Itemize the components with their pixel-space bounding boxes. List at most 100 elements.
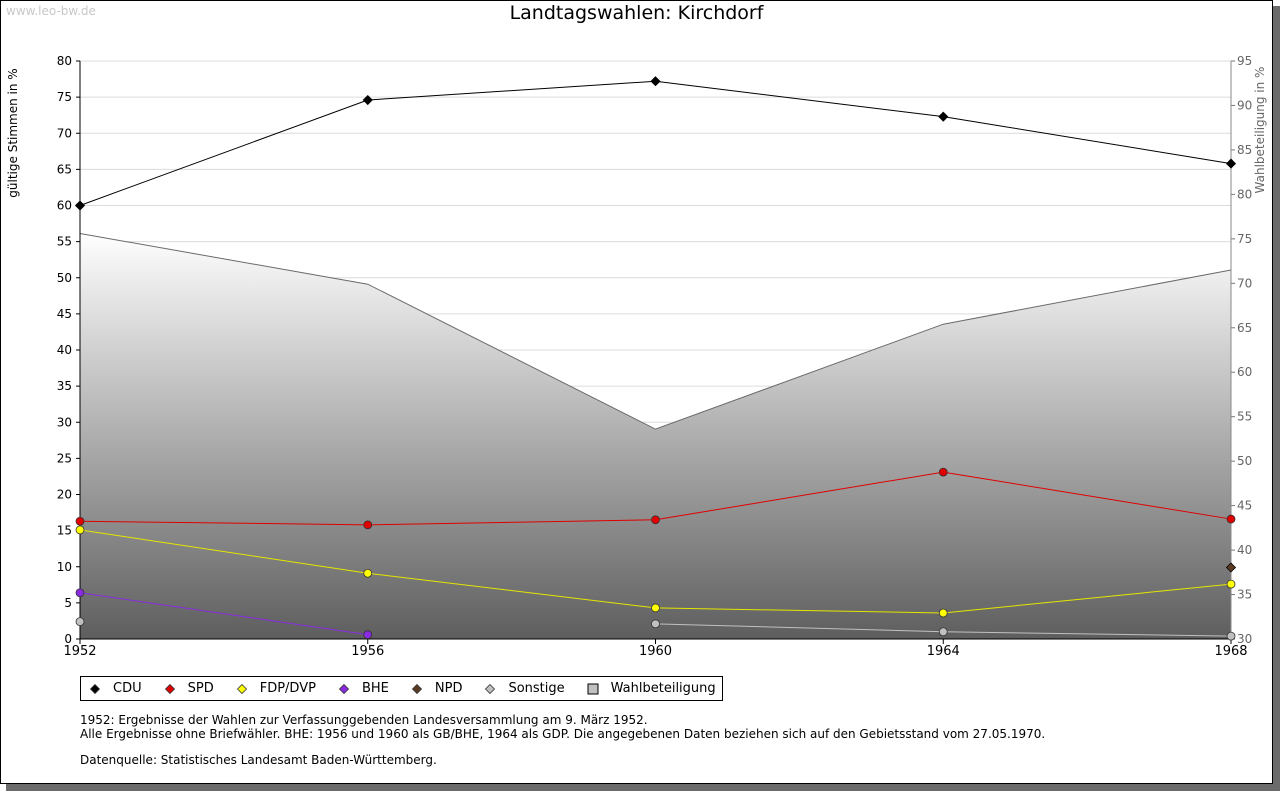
- series-line-spd: [367, 519, 656, 526]
- x-tick-label: 1960: [639, 644, 672, 659]
- series-line-spd: [79, 520, 368, 526]
- note-line-2: Alle Ergebnisse ohne Briefwähler. BHE: 1…: [80, 727, 1046, 741]
- chart-notes: 1952: Ergebnisse der Wahlen zur Verfassu…: [80, 713, 1045, 767]
- legend-label: FDP/DVP: [259, 681, 316, 696]
- y-tick-label: 80: [57, 54, 72, 68]
- y-right-tick-label: 65: [1237, 321, 1252, 335]
- series-line-fdp-dvp: [655, 607, 944, 614]
- marker-cdu: [362, 94, 373, 106]
- marker-spd: [651, 515, 660, 525]
- y-right-tick-label: 85: [1237, 143, 1252, 157]
- legend-symbol-fdp-dvp: [236, 683, 247, 694]
- marker-fdp-dvp: [1226, 579, 1236, 589]
- legend-label: BHE: [361, 681, 389, 696]
- marker-cdu: [74, 200, 86, 211]
- y-right-tick-label: 80: [1237, 187, 1252, 201]
- y-tick-label: 60: [57, 199, 72, 213]
- y-right-tick-label: 75: [1237, 232, 1252, 246]
- area-wahlbeteiligung: [80, 233, 1231, 639]
- legend-item-npd: NPD: [411, 681, 463, 696]
- marker-cdu: [1225, 158, 1237, 169]
- marker-spd: [1226, 514, 1236, 524]
- legend-label: NPD: [434, 681, 463, 696]
- legend-item-bhe: BHE: [338, 681, 389, 696]
- series-line-fdp-dvp: [79, 529, 368, 574]
- legend-item-wahlbeteiligung: Wahlbeteiligung: [587, 681, 716, 696]
- x-tick-label: 1968: [1214, 644, 1247, 659]
- legend-label: Wahlbeteiligung: [610, 681, 716, 696]
- x-tick-label: 1964: [927, 644, 960, 659]
- legend-symbol-spd: [164, 683, 175, 694]
- y-tick-label: 15: [57, 524, 72, 538]
- series-line-cdu: [943, 116, 1232, 165]
- y-tick-label: 75: [57, 90, 72, 104]
- y-tick-label: 20: [57, 488, 72, 502]
- y-tick-label: 50: [57, 271, 72, 285]
- legend-symbol-wahlbeteiligung: [587, 683, 599, 694]
- y-right-tick-label: 70: [1237, 276, 1252, 290]
- y-tick-label: 25: [57, 451, 72, 465]
- legend-item-fdp-dvp: FDP/DVP: [236, 681, 316, 696]
- y-right-tick-label: 55: [1237, 410, 1252, 424]
- y-tick-label: 55: [57, 235, 72, 249]
- y-tick-label: 35: [57, 379, 72, 393]
- marker-sonstige: [651, 619, 660, 629]
- x-tick-label: 1952: [63, 644, 96, 659]
- legend-symbol-npd: [411, 683, 422, 694]
- y-right-tick-label: 35: [1237, 588, 1252, 602]
- marker-spd: [75, 516, 85, 526]
- data-source: Datenquelle: Statistisches Landesamt Bad…: [80, 753, 437, 767]
- marker-sonstige: [75, 617, 85, 627]
- marker-sonstige: [1226, 631, 1236, 641]
- y-right-tick-label: 30: [1237, 632, 1252, 646]
- series-line-spd: [943, 471, 1232, 520]
- y-tick-label: 45: [57, 307, 72, 321]
- legend-label: Sonstige: [508, 681, 565, 696]
- marker-npd: [1225, 562, 1237, 573]
- series-line-bhe: [79, 592, 368, 636]
- legend-symbol-bhe: [338, 683, 350, 694]
- marker-spd: [938, 467, 948, 477]
- y-right-tick-label: 45: [1237, 499, 1252, 513]
- y-tick-label: 30: [57, 415, 72, 429]
- y-axis-label-left: gültige Stimmen in %: [6, 68, 20, 197]
- y-axis-label-right: Wahlbeteiligung in %: [1253, 67, 1267, 194]
- legend-label: SPD: [187, 681, 214, 696]
- marker-bhe: [363, 630, 373, 640]
- series-line-fdp-dvp: [943, 583, 1232, 614]
- marker-bhe: [75, 588, 85, 598]
- x-tick-label: 1956: [351, 644, 384, 659]
- legend-label: CDU: [113, 681, 142, 696]
- frame-shadow-right: [1273, 6, 1280, 791]
- y-tick-label: 5: [64, 596, 72, 610]
- y-tick-label: 0: [64, 632, 72, 646]
- area-wahlbeteiligung-outline: [79, 233, 1232, 430]
- series-line-fdp-dvp: [367, 572, 656, 609]
- legend-symbol-sonstige: [485, 683, 496, 694]
- y-right-tick-label: 50: [1237, 454, 1252, 468]
- chart-title: Landtagswahlen: Kirchdorf: [509, 2, 764, 24]
- y-tick-label: 40: [57, 343, 72, 357]
- series-line-cdu: [655, 80, 944, 118]
- marker-fdp-dvp: [651, 603, 660, 613]
- marker-cdu: [938, 111, 949, 122]
- note-line-1: 1952: Ergebnisse der Wahlen zur Verfassu…: [80, 713, 648, 727]
- legend-item-sonstige: Sonstige: [484, 681, 565, 696]
- legend-item-cdu: CDU: [89, 681, 142, 696]
- marker-fdp-dvp: [75, 525, 85, 535]
- frame-shadow-bottom: [6, 784, 1280, 791]
- chart-legend: CDU SPD FDP/DVP BHE NPD Sonstige Wahlbeteiligu…: [80, 676, 723, 701]
- y-right-tick-label: 40: [1237, 543, 1252, 557]
- y-tick-label: 10: [57, 560, 72, 574]
- series-line-spd: [655, 471, 944, 521]
- y-right-tick-label: 90: [1237, 98, 1252, 112]
- legend-symbol-cdu: [89, 683, 101, 694]
- y-tick-label: 70: [57, 126, 72, 140]
- series-line-cdu: [79, 99, 368, 206]
- series-line-sonstige: [655, 623, 944, 633]
- legend-item-spd: SPD: [164, 681, 214, 696]
- marker-fdp-dvp: [938, 608, 948, 618]
- series-line-sonstige: [943, 631, 1232, 637]
- y-right-tick-label: 60: [1237, 365, 1252, 379]
